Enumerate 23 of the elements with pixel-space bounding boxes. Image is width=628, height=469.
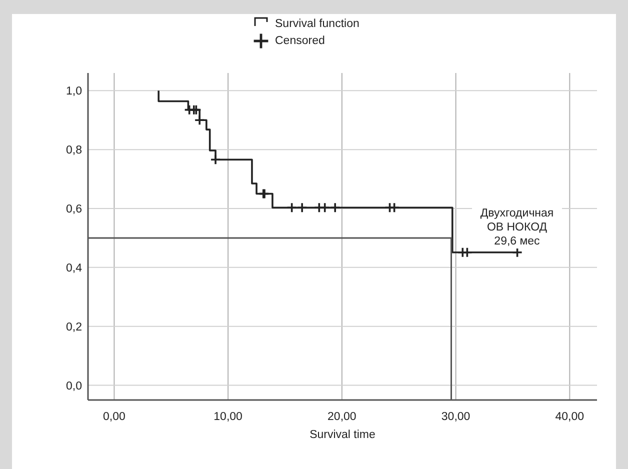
point [512, 247, 523, 258]
x-tick-label: 0,00 [102, 411, 126, 423]
legend-label: Censored [275, 35, 325, 47]
y-tick-label: 0,2 [66, 321, 82, 334]
annotation: Двухгодичная ОВ НОКОД 29,6 мес [480, 208, 554, 248]
point [319, 202, 330, 214]
point [210, 154, 221, 166]
y-tick-label: 0,0 [66, 380, 82, 392]
x-axis-title: Survival time [310, 429, 376, 441]
x-tick-label: 10,00 [214, 411, 242, 423]
point [194, 114, 205, 126]
y-tick-label: 0,6 [66, 204, 82, 216]
x-tick-label: 40,00 [555, 411, 584, 423]
y-tick-label: 0,4 [66, 262, 83, 274]
x-tick-label: 20,00 [328, 411, 356, 423]
y-tick-label: 0,8 [66, 144, 82, 157]
y-tick-label: 1,0 [66, 86, 82, 98]
point [296, 202, 308, 214]
x-tick-label: 30,00 [441, 411, 470, 423]
legend-label: Survival function [275, 18, 360, 30]
point [286, 202, 298, 214]
point [190, 104, 202, 116]
point [330, 202, 340, 214]
